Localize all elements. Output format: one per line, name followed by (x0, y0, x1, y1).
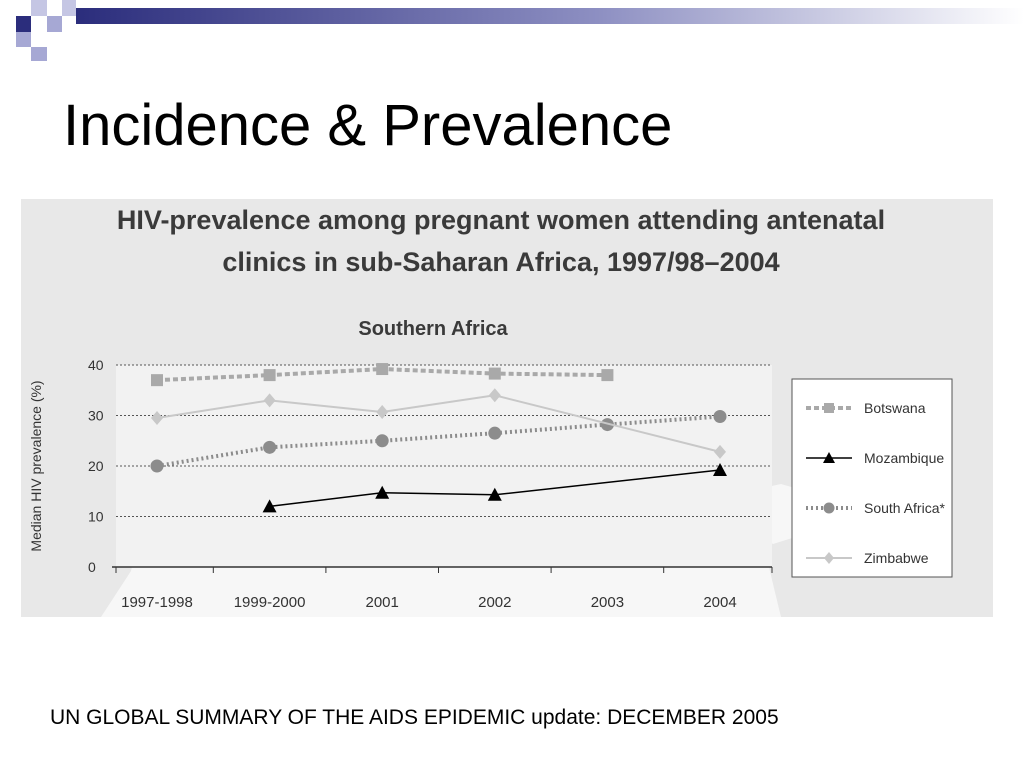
legend-label: Zimbabwe (864, 550, 929, 566)
chart-title-line-2: clinics in sub-Saharan Africa, 1997/98–2… (222, 247, 779, 277)
decoration-square (62, 0, 76, 16)
data-point-zimbabwe (376, 404, 389, 419)
legend-label: South Africa* (864, 500, 945, 516)
chart-figure: HIV-prevalence among pregnant women atte… (21, 199, 993, 617)
series-zimbabwe (151, 388, 726, 459)
data-point-botswana (601, 369, 614, 382)
legend-box (791, 378, 953, 578)
decoration-square (31, 0, 47, 16)
x-tick-label: 2004 (703, 594, 736, 611)
legend-label: Mozambique (864, 450, 944, 466)
y-axis-label: Median HIV prevalence (%) (28, 380, 44, 551)
y-tick-label: 30 (88, 408, 104, 424)
data-point-botswana (263, 369, 276, 382)
data-point-mozambique (487, 487, 502, 501)
y-tick-label: 10 (88, 509, 104, 525)
data-point-zimbabwe (263, 393, 276, 408)
x-tick-label: 2001 (366, 594, 399, 611)
series-mozambique (262, 463, 727, 513)
decoration-gradient-bar (76, 8, 1024, 24)
decoration-square (47, 16, 62, 32)
series (150, 363, 727, 513)
data-point-zimbabwe (714, 444, 726, 459)
decoration-square (16, 16, 31, 32)
grid (116, 364, 772, 517)
data-point-botswana (488, 367, 501, 380)
data-point-south-africa (713, 410, 727, 424)
chart-subtitle: Southern Africa (358, 318, 508, 340)
data-point-south-africa (263, 440, 277, 454)
legend-marker-botswana (824, 403, 834, 413)
x-tick-label: 1999-2000 (234, 594, 306, 611)
data-point-mozambique (375, 485, 390, 499)
data-point-botswana (376, 363, 389, 376)
data-point-zimbabwe (151, 411, 163, 426)
legend-label: Botswana (864, 400, 926, 416)
data-point-botswana (151, 374, 163, 387)
data-point-mozambique (713, 463, 727, 477)
decoration-square (31, 47, 47, 61)
data-point-zimbabwe (488, 388, 501, 403)
series-botswana (151, 363, 614, 387)
legend-marker-zimbabwe (824, 552, 834, 564)
x-tick-label: 2002 (478, 594, 511, 611)
y-tick-label: 0 (88, 559, 96, 575)
legend-marker-mozambique (823, 452, 835, 463)
x-tick-label: 1997-1998 (121, 594, 193, 611)
chart-title-line-1: HIV-prevalence among pregnant women atte… (117, 205, 885, 235)
source-footnote: UN GLOBAL SUMMARY OF THE AIDS EPIDEMIC u… (50, 706, 779, 729)
series-line-south-africa (156, 414, 721, 468)
data-point-south-africa (375, 434, 389, 448)
data-point-south-africa (488, 426, 502, 440)
series-line-mozambique (269, 469, 721, 508)
legend-marker-south-africa (823, 502, 835, 514)
slide-title: Incidence & Prevalence (63, 93, 673, 158)
x-tick-label: 2003 (591, 594, 624, 611)
data-point-mozambique (262, 499, 277, 513)
slide-decoration (0, 0, 1024, 61)
decoration-square (16, 32, 31, 47)
y-tick-label: 20 (88, 458, 104, 474)
axes: 0 10 20 30 40 1997-1998 1999-2000 2001 2002 2003 2… (88, 357, 773, 611)
y-tick-label: 40 (88, 357, 104, 373)
legend: Botswana Mozambique South Africa* Zimbabwe (791, 378, 953, 578)
decoration-square (0, 0, 16, 16)
data-point-south-africa (150, 459, 164, 473)
